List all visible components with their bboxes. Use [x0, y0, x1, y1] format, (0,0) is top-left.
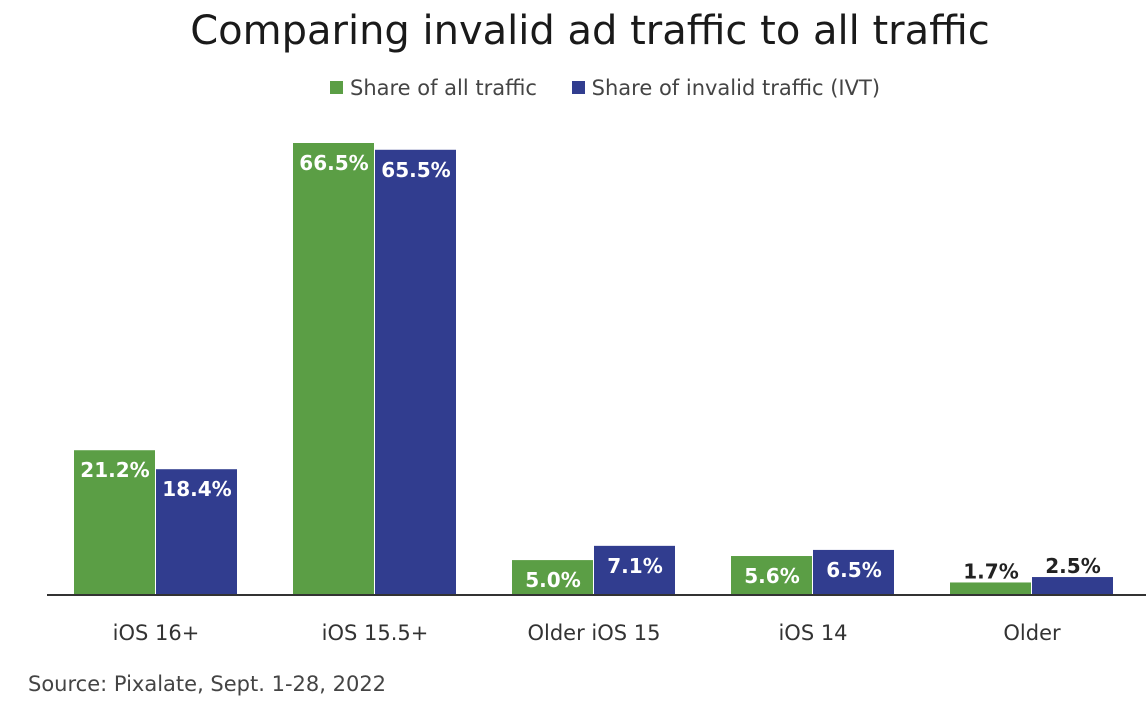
data-label-all-traffic-ios-16: 21.2%	[80, 458, 149, 482]
legend-swatch-all-traffic	[329, 80, 343, 94]
data-label-all-traffic-ios-15-5: 66.5%	[299, 151, 368, 175]
legend-label-all-traffic: Share of all traffic	[349, 76, 537, 100]
data-label-ivt-ios-15-5: 65.5%	[381, 158, 450, 182]
data-label-all-traffic-older-ios-15: 5.0%	[525, 568, 580, 592]
data-label-ivt-ios-14: 6.5%	[826, 558, 881, 582]
legend-swatch-ivt	[571, 80, 585, 94]
bar-all-traffic-ios-15-5	[293, 143, 374, 594]
legend-label-ivt: Share of invalid traffic (IVT)	[591, 76, 881, 100]
x-tick-label-older: Older	[1003, 621, 1061, 645]
source-note: Source: Pixalate, Sept. 1-28, 2022	[28, 672, 387, 696]
x-tick-label-older-ios-15: Older iOS 15	[527, 621, 660, 645]
bar-all-traffic-ios-16	[74, 450, 155, 594]
bar-ivt-ios-15-5	[375, 149, 456, 594]
bar-all-traffic-older-ios-15	[512, 560, 593, 594]
bar-all-traffic-older	[950, 582, 1031, 594]
bar-ivt-ios-16	[156, 469, 237, 594]
data-label-ivt-older: 2.5%	[1045, 554, 1100, 578]
legend-item-all-traffic: Share of all traffic	[329, 76, 537, 100]
data-label-ivt-older-ios-15: 7.1%	[607, 554, 662, 578]
legend-item-ivt: Share of invalid traffic (IVT)	[571, 76, 881, 100]
bar-all-traffic-ios-14	[731, 556, 812, 594]
chart-title: Comparing invalid ad traffic to all traf…	[190, 8, 990, 54]
bar-ivt-ios-14	[813, 549, 894, 594]
data-label-all-traffic-ios-14: 5.6%	[744, 564, 799, 588]
bar-ivt-older-ios-15	[594, 545, 675, 594]
x-tick-label-ios-15-5: iOS 15.5+	[322, 621, 429, 645]
bar-ivt-older	[1032, 577, 1113, 594]
bar-chart: 21.2% 18.4% iOS 16+ 66.5% 65.5% iOS 15.5+ 5.0%…	[47, 143, 1146, 645]
x-tick-label-ios-16: iOS 16+	[113, 621, 200, 645]
data-label-all-traffic-older: 1.7%	[963, 559, 1018, 583]
legend: Share of all traffic Share of invalid tr…	[0, 76, 1146, 100]
x-tick-label-ios-14: iOS 14	[778, 621, 847, 645]
data-label-ivt-ios-16: 18.4%	[162, 477, 231, 501]
